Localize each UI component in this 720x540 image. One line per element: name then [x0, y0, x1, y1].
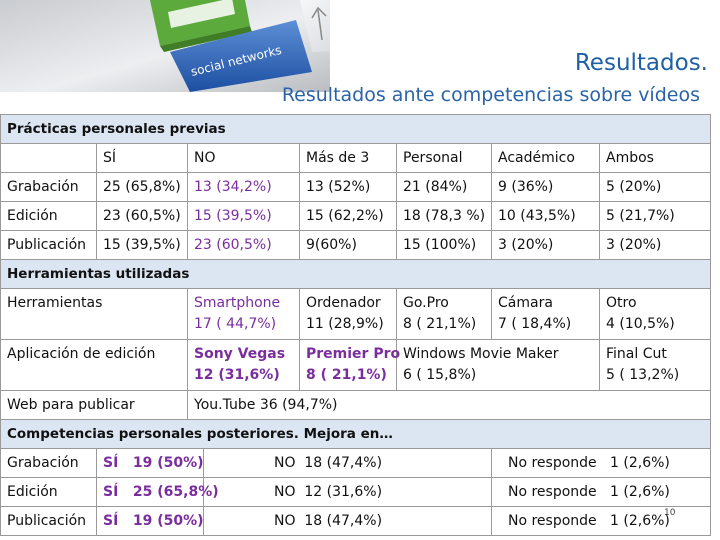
- cell-si: 25 (65,8%): [96, 172, 188, 202]
- column-header-ambos: Ambos: [598, 143, 712, 173]
- tool-name: Go.Pro: [403, 295, 449, 311]
- row-label: Herramientas: [0, 288, 188, 340]
- cell-academico: 10 (43,5%): [491, 201, 600, 231]
- tool-name: Otro: [606, 295, 637, 311]
- table-row: Publicación SÍ 19 (50%) NO 18 (47,4%) No…: [0, 506, 712, 536]
- row-label: Aplicación de edición: [0, 339, 188, 391]
- cell-no-responde: No responde 1 (2,6%): [490, 448, 712, 478]
- results-table: Prácticas personales previas SÍ NO Más d…: [0, 114, 712, 536]
- cell-no: NO 18 (47,4%): [203, 506, 492, 536]
- cell-smartphone: Smartphone 17 ( 44,7%): [187, 288, 300, 340]
- tool-value: 17 ( 44,7%): [194, 316, 277, 332]
- column-header-academico: Académico: [491, 143, 600, 173]
- table-row: Herramientas Smartphone 17 ( 44,7%) Orde…: [0, 288, 712, 340]
- tool-value: 4 (10,5%): [606, 316, 675, 332]
- row-label: Publicación: [0, 506, 97, 536]
- table-row: Edición 23 (60,5%) 15 (39,5%) 15 (62,2%)…: [0, 201, 712, 231]
- tool-name: Smartphone: [194, 295, 281, 311]
- cell-mas-de-3: 15 (62,2%): [299, 201, 397, 231]
- row-label: Publicación: [0, 230, 97, 260]
- cell-si: SÍ 19 (50%): [96, 448, 204, 478]
- column-header-no: NO: [187, 143, 300, 173]
- tool-name: Sony Vegas: [194, 346, 286, 362]
- section-title: Prácticas personales previas: [0, 114, 712, 144]
- table-row: Grabación 25 (65,8%) 13 (34,2%) 13 (52%)…: [0, 172, 712, 202]
- cell-si: 15 (39,5%): [96, 230, 188, 260]
- tool-name: Premier Pro: [306, 346, 401, 362]
- cell-personal: 21 (84%): [396, 172, 492, 202]
- cell-si: 23 (60,5%): [96, 201, 188, 231]
- cell-no-responde: No responde 1 (2,6%): [490, 477, 712, 507]
- cell-ambos: 5 (21,7%): [598, 201, 712, 231]
- section-header-practicas: Prácticas personales previas: [0, 114, 712, 144]
- cell-personal: 18 (78,3 %): [396, 201, 492, 231]
- cell-gopro: Go.Pro 8 ( 21,1%): [396, 288, 492, 340]
- table-row: Publicación 15 (39,5%) 23 (60,5%) 9(60%)…: [0, 230, 712, 260]
- tool-value: 8 ( 21,1%): [306, 367, 387, 383]
- cell-no: 15 (39,5%): [187, 201, 300, 231]
- cell-final-cut: Final Cut 5 ( 13,2%): [598, 339, 712, 391]
- cell-premier-pro: Premier Pro 8 ( 21,1%): [299, 339, 401, 391]
- cell-mas-de-3: 13 (52%): [299, 172, 397, 202]
- cell-ambos: 5 (20%): [598, 172, 712, 202]
- cell-no: NO 18 (47,4%): [203, 448, 492, 478]
- section-header-competencias: Competencias personales posteriores. Mej…: [0, 419, 712, 449]
- cell-no: 23 (60,5%): [187, 230, 300, 260]
- cell-no-responde: No responde 1 (2,6%): [490, 506, 712, 536]
- cell-academico: 9 (36%): [491, 172, 600, 202]
- cell-mas-de-3: 9(60%): [299, 230, 397, 260]
- cell-windows-movie-maker: Windows Movie Maker 6 ( 15,8%): [396, 339, 600, 391]
- page-number: 10: [664, 508, 676, 518]
- table-row: Web para publicar You.Tube 36 (94,7%): [0, 390, 712, 420]
- tool-value: 5 ( 13,2%): [606, 367, 680, 383]
- cell-camara: Cámara 7 ( 18,4%): [491, 288, 600, 340]
- cell-no: NO 12 (31,6%): [203, 477, 492, 507]
- row-label: Grabación: [0, 172, 97, 202]
- tool-value: 12 (31,6%): [194, 367, 280, 383]
- cell-ambos: 3 (20%): [598, 230, 712, 260]
- row-label: Edición: [0, 201, 97, 231]
- table-row: Edición SÍ 25 (65,8%) NO 12 (31,6%) No r…: [0, 477, 712, 507]
- cell-youtube: You.Tube 36 (94,7%): [186, 390, 712, 420]
- cell-personal: 15 (100%): [396, 230, 492, 260]
- cell-si: SÍ 19 (50%): [96, 506, 204, 536]
- column-header-empty: [0, 143, 97, 173]
- column-header-si: SÍ: [96, 143, 188, 173]
- tool-value: 7 ( 18,4%): [498, 316, 572, 332]
- cell-academico: 3 (20%): [491, 230, 600, 260]
- cell-si: SÍ 25 (65,8%): [96, 477, 219, 507]
- row-label: Web para publicar: [0, 390, 188, 420]
- cell-no: 13 (34,2%): [187, 172, 300, 202]
- table-row: Grabación SÍ 19 (50%) NO 18 (47,4%) No r…: [0, 448, 712, 478]
- page-subtitle: Resultados ante competencias sobre vídeo…: [281, 84, 700, 106]
- row-label: Edición: [0, 477, 97, 507]
- tool-name: Cámara: [498, 295, 553, 311]
- cell-sony-vegas: Sony Vegas 12 (31,6%): [187, 339, 300, 391]
- page-title: Resultados.: [574, 50, 708, 76]
- table-row: Aplicación de edición Sony Vegas 12 (31,…: [0, 339, 712, 391]
- cell-otro: Otro 4 (10,5%): [598, 288, 712, 340]
- column-header-personal: Personal: [396, 143, 492, 173]
- tool-name: Ordenador: [306, 295, 381, 311]
- section-header-herramientas: Herramientas utilizadas: [0, 259, 712, 289]
- cell-ordenador: Ordenador 11 (28,9%): [299, 288, 397, 340]
- tool-value: 11 (28,9%): [306, 316, 384, 332]
- social-networks-keyboard-photo: social networks: [0, 0, 330, 92]
- tool-value: 6 ( 15,8%): [403, 367, 477, 383]
- tool-name: Windows Movie Maker: [403, 346, 559, 362]
- row-label: Grabación: [0, 448, 97, 478]
- column-header-mas-de-3: Más de 3: [299, 143, 397, 173]
- practicas-header-row: SÍ NO Más de 3 Personal Académico Ambos: [0, 143, 712, 173]
- tool-value: 8 ( 21,1%): [403, 316, 477, 332]
- section-title: Herramientas utilizadas: [0, 259, 712, 289]
- tool-name: Final Cut: [606, 346, 667, 362]
- section-title: Competencias personales posteriores. Mej…: [0, 419, 712, 449]
